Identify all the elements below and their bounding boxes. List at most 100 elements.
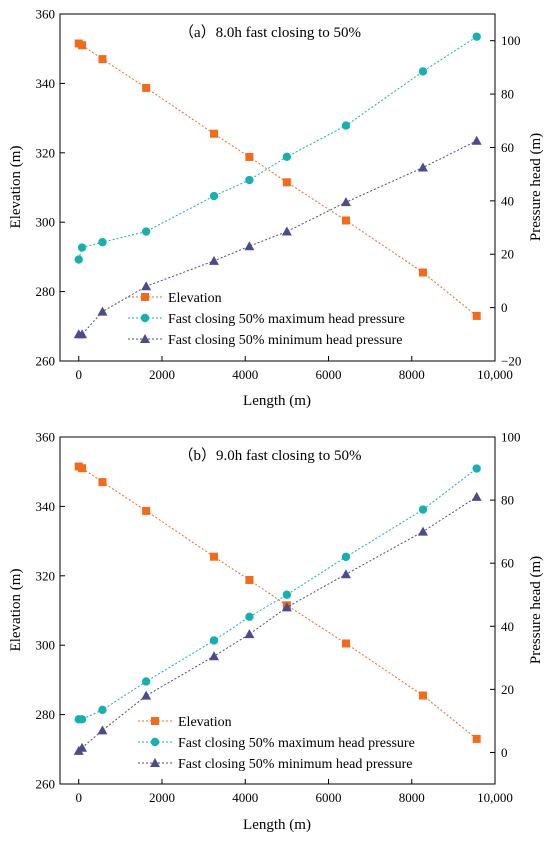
panel-a-max-head-point [77, 243, 87, 252]
panel-b-y-left-tick-label: 340 [36, 499, 56, 514]
panel-a-y-right-tick-label: 60 [501, 140, 514, 155]
panel-a-y-right-tick-label: 40 [501, 193, 514, 208]
panel-b-max-head-point [341, 552, 351, 562]
panel-a-min-head-point [141, 281, 152, 291]
panel-a-legend-circle-marker [140, 313, 150, 323]
panel-b-min-head-point [209, 651, 220, 661]
panel-b-xlabel: Length (m) [243, 817, 311, 833]
panel-b-y-right-tick-label: 60 [501, 556, 514, 571]
panel-b-legend-circle-marker [150, 737, 160, 747]
panel-a-elevation-point [245, 152, 254, 161]
panel-a-ylabel-left: Elevation (m) [8, 146, 24, 229]
panel-a-xlabel: Length (m) [243, 393, 311, 409]
panel-b-elevation-point [142, 506, 151, 515]
panel-b-min-head-point [244, 629, 255, 639]
panel-b-x-tick-label: 6000 [315, 790, 341, 805]
panel-a-max-head-point [282, 152, 292, 162]
panel-a-x-tick-label: 6000 [315, 367, 341, 382]
panel-b-ylabel-left: Elevation (m) [8, 569, 24, 652]
panel-a-max-head-point [341, 121, 351, 130]
panel-b-legend-max: Fast closing 50% maximum head pressure [138, 736, 415, 751]
panel-a-legend-max: Fast closing 50% maximum head pressure [128, 312, 405, 327]
panel-b-legend-elevation-label: Elevation [178, 715, 232, 730]
panel-b-legend-min: Fast closing 50% minimum head pressure [138, 757, 412, 772]
panel-a-legend-max-label: Fast closing 50% maximum head pressure [168, 312, 405, 327]
panel-a-legend-elevation-label: Elevation [168, 291, 222, 306]
panel-a-y-left-tick-label: 260 [36, 354, 56, 369]
panel-b-elevation-point [245, 575, 254, 584]
panel-a-min-head-point [77, 329, 88, 339]
panel-a-max-head-point [472, 32, 481, 41]
panel-a-min-head-point [209, 255, 220, 265]
panel-b-min-head-point [141, 690, 152, 700]
panel-b-min-head-point [97, 725, 108, 735]
panel-b-elevation-point [98, 478, 107, 487]
panel-a-min-head-point [340, 197, 351, 207]
panel-b-min-head-line [78, 496, 477, 752]
panel-b: 0 2000 4000 6000 8000 10,000 260 280 300 320 340 36… [8, 430, 544, 834]
panel-b-y-left-tick-label: 300 [36, 638, 56, 653]
panel-b-frame [59, 436, 496, 785]
panel-a-elevation-point [472, 311, 481, 320]
panel-a-x-tick-label: 8000 [399, 367, 425, 382]
panel-b-y-right-tick-label: 100 [501, 430, 521, 445]
panel-b-elevation-point [210, 552, 219, 561]
panel-a-y-left-tick-label: 340 [36, 76, 56, 91]
panel-a-legend: Elevation Fast closing 50% maximum head … [128, 291, 405, 348]
panel-b-x-tick-label: 10,000 [477, 790, 513, 805]
panel-a: 0 2000 4000 6000 8000 10,000 260 280 300 320 340 36… [8, 7, 544, 410]
panel-b-ylabel-right: Pressure head (m) [528, 556, 544, 664]
panel-b-max-head-point [98, 705, 107, 715]
panel-a-min-head-point [281, 226, 292, 236]
panel-b-max-head-point [472, 464, 481, 473]
panel-a-legend-min-label: Fast closing 50% minimum head pressure [168, 333, 402, 348]
panel-a-elevation-point [418, 268, 427, 277]
panel-b-x-tick-label: 2000 [149, 790, 175, 805]
panel-b-max-head-point [141, 677, 151, 686]
panel-b-legend-max-label: Fast closing 50% maximum head pressure [178, 736, 415, 751]
panel-b-elevation-point [341, 639, 350, 648]
panel-a-elevation-point [98, 55, 107, 64]
panel-b-y-right-tick-label: 40 [501, 619, 514, 634]
panel-a-elevation-point [78, 41, 87, 50]
panel-a-y-left-tick-label: 320 [36, 145, 56, 160]
panel-b-elevation-point [418, 691, 427, 700]
panel-a-x-tick-label: 4000 [232, 367, 258, 382]
panel-b-min-head-point [417, 526, 428, 536]
panel-b-elevation-point [78, 464, 87, 473]
panel-a-max-head-point [245, 175, 254, 185]
panel-b-legend-min-label: Fast closing 50% minimum head pressure [178, 757, 412, 772]
panel-b-y-left-tick-label: 280 [36, 707, 56, 722]
panel-b-legend: Elevation Fast closing 50% maximum head … [138, 715, 415, 772]
panel-b-max-head-point [209, 636, 219, 645]
panel-b-min-head-point [471, 491, 482, 501]
panel-a-legend-min: Fast closing 50% minimum head pressure [128, 333, 402, 348]
panel-b-elevation-line [78, 466, 478, 740]
panel-a-max-head-point [74, 255, 83, 264]
panel-a-legend-elevation: Elevation [128, 291, 222, 306]
panel-b-legend-square-marker [151, 717, 159, 725]
panel-a-max-head-point [209, 191, 219, 201]
panel-b-x-tick-label: 4000 [232, 790, 258, 805]
panel-b-max-head-point [77, 715, 87, 724]
panel-b-max-head-point [418, 505, 428, 514]
panel-b-y-right-tick-label: 80 [501, 493, 514, 508]
panel-a-elevation-point [341, 216, 350, 225]
panel-a-elevation-point [210, 129, 219, 138]
panel-b-y-left-tick-label: 360 [36, 430, 56, 445]
panel-a-y-right-tick-label: 100 [501, 33, 521, 48]
panel-b-min-head-point [77, 742, 88, 752]
panel-a-elevation-point [142, 83, 151, 92]
panel-a-y-left-tick-label: 280 [36, 284, 56, 299]
panel-a-y-right-tick-label: 0 [501, 300, 508, 315]
panel-a-y-right-tick-label: 80 [501, 87, 514, 102]
panel-a-elevation-point [282, 178, 291, 187]
panel-a-x-tick-label: 10,000 [477, 367, 513, 382]
panel-b-y-right-tick-label: 20 [501, 682, 514, 697]
panel-b-x-tick-label: 8000 [399, 790, 425, 805]
panel-b-min-head-point [340, 569, 351, 579]
panel-a-legend-square-marker [141, 293, 149, 301]
panel-a-min-head-point [97, 306, 108, 316]
